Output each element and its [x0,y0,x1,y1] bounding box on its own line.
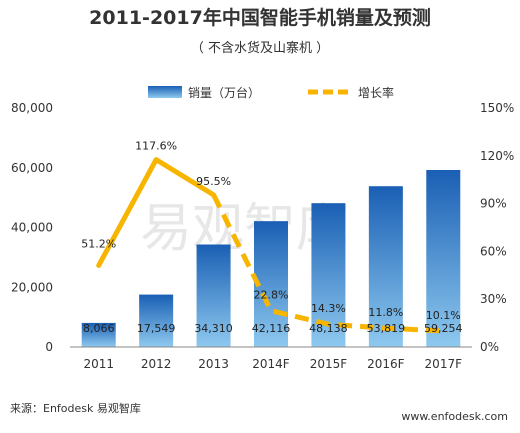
growth-rate-label: 117.6% [135,140,177,153]
growth-rate-label: 14.3% [311,302,346,315]
right-axis-tick-label: 150% [480,101,514,115]
source-note: 来源：Enfodesk 易观智库 [10,401,141,415]
sales-value-label: 48,138 [309,322,348,335]
right-axis-tick-label: 30% [480,292,507,306]
sales-bar [368,186,403,347]
growth-rate-label: 95.5% [196,175,231,188]
website-url: www.enfodesk.com [401,410,508,423]
legend-bar-label: 销量（万台） [188,85,260,100]
x-axis-tick-label: 2014F [252,357,290,371]
x-axis-tick-label: 2016F [367,357,405,371]
left-axis-tick-label: 40,000 [11,221,53,235]
left-axis-tick-label: 80,000 [11,101,53,115]
growth-rate-label: 51.2% [81,237,116,250]
growth-rate-label: 22.8% [254,289,289,302]
left-axis-tick-label: 60,000 [11,161,53,175]
bar-value-labels: 8,066 17,549 34,310 42,116 48,138 53,819 59,25… [83,322,463,335]
sales-bar [196,244,231,347]
sales-value-label: 53,819 [367,322,406,335]
growth-line-forecast [211,193,444,334]
right-axis-tick-label: 60% [480,244,507,258]
left-axis-tick-label: 0 [45,340,53,354]
sales-value-label: 8,066 [83,322,115,335]
legend: 销量（万台） 增长率 [148,85,394,100]
sales-value-label: 59,254 [424,322,463,335]
chart-subtitle: （ 不含水货及山寨机 ） [191,40,329,56]
growth-rate-label: 10.1% [426,309,461,322]
chart-title: 2011-2017年中国智能手机销量及预测 [89,6,431,29]
right-axis-tick-label: 120% [480,149,514,163]
right-axis-tick-label: 90% [480,197,507,211]
growth-value-labels: 51.2% 117.6% 95.5% 22.8% 14.3% 11.8% 10.1% [81,140,461,322]
x-axis-labels: 2011 2012 2013 2014F 2015F 2016F 2017F [83,357,462,371]
right-axis-tick-label: 0% [480,340,499,354]
legend-bar-swatch [148,86,182,98]
sales-value-label: 42,116 [252,322,291,335]
x-axis-tick-label: 2011 [83,357,114,371]
sales-bar [426,169,461,347]
legend-line-label: 增长率 [358,85,394,100]
x-axis-tick-label: 2012 [141,357,172,371]
sales-value-label: 17,549 [137,322,176,335]
sales-bar [81,322,116,347]
sales-bar [139,294,174,347]
left-axis-tick-label: 20,000 [11,280,53,294]
growth-line-actual [96,157,217,268]
sales-value-label: 34,310 [194,322,233,335]
x-axis-tick-label: 2015F [310,357,348,371]
growth-rate-label: 11.8% [368,306,403,319]
x-axis-tick-label: 2013 [198,357,229,371]
growth-line-series [96,157,444,334]
left-axis: 0 20,000 40,000 60,000 80,000 [11,101,53,354]
right-axis: 0% 30% 60% 90% 120% 150% [480,101,514,354]
x-axis-tick-label: 2017F [425,357,463,371]
